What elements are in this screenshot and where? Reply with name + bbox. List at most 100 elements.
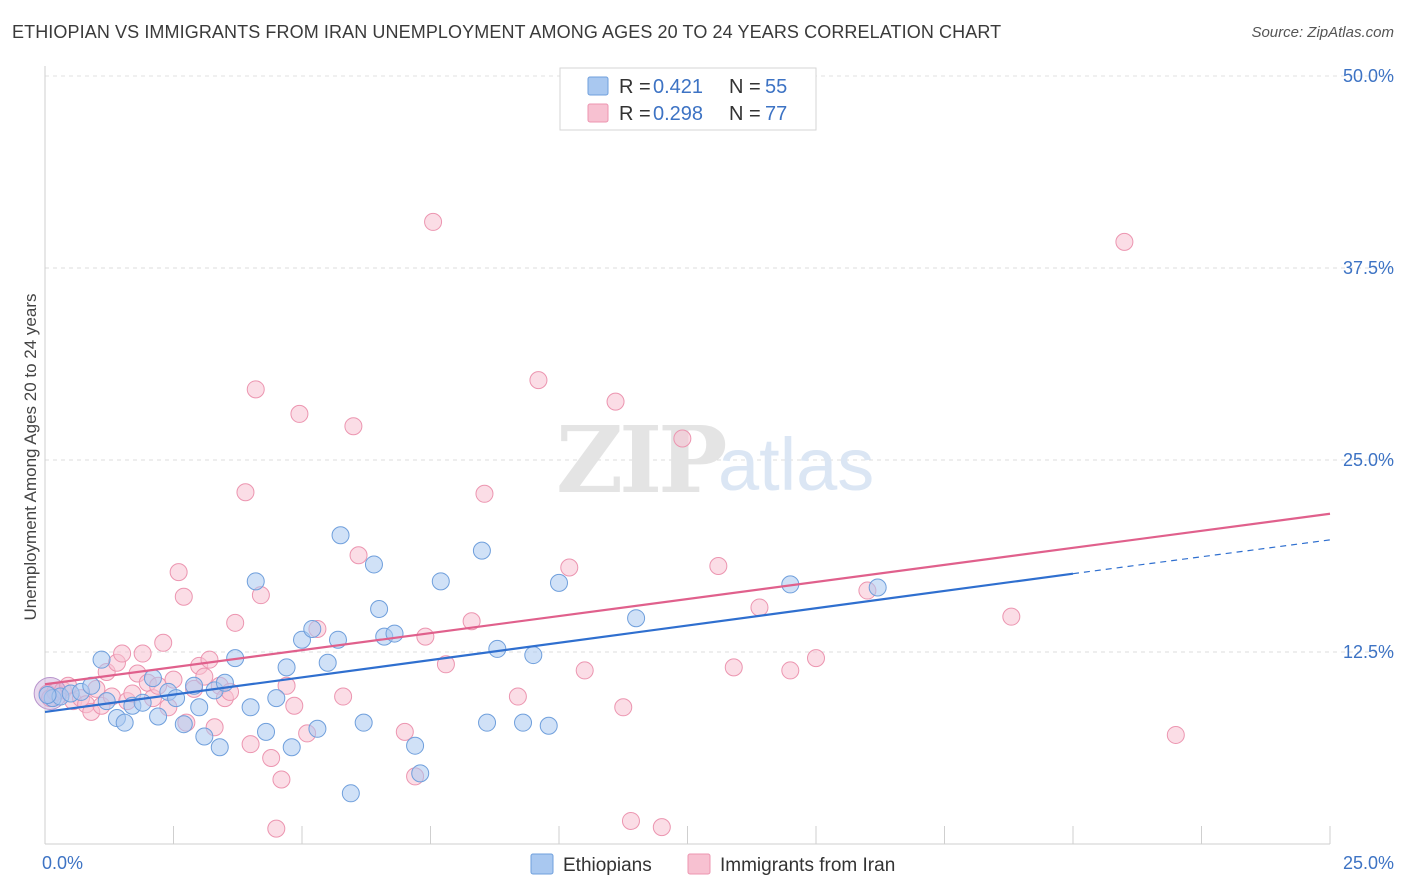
ethiopian-point <box>331 526 350 545</box>
ethiopian-point <box>38 686 57 705</box>
bottom-legend: Ethiopians Immigrants from Iran <box>530 853 895 876</box>
ethiopian-point <box>210 738 229 757</box>
ethiopian-point <box>431 572 450 591</box>
ethiopian-point <box>246 572 265 591</box>
ethiopian-point <box>406 736 425 755</box>
iran-point <box>226 613 245 632</box>
legend-swatch-pink <box>587 103 609 123</box>
ethiopian-point <box>133 693 152 712</box>
ethiopian-point <box>257 722 276 741</box>
ethiopian-points <box>38 526 887 803</box>
y-tick-label: 50.0% <box>1343 66 1394 86</box>
iran-point <box>606 392 625 411</box>
iran-point <box>781 661 800 680</box>
bottom-legend-swatch-pink <box>687 853 711 875</box>
x-tick-label-max: 25.0% <box>1343 853 1394 873</box>
iran-point <box>560 558 579 577</box>
legend-r-label-2: R = <box>619 103 651 125</box>
iran-point <box>621 811 640 830</box>
ethiopian-point <box>318 653 337 672</box>
ethiopian-point <box>370 599 389 618</box>
iran-point <box>272 770 291 789</box>
legend-swatch-blue <box>587 76 609 96</box>
ethiopian-point <box>514 713 533 732</box>
ethiopian-point <box>411 764 430 783</box>
iran-point <box>290 404 309 423</box>
trend-lines <box>44 512 1331 713</box>
iran-point <box>1002 607 1021 626</box>
iran-point <box>750 598 769 617</box>
iran-point <box>262 748 281 767</box>
iran-point <box>133 644 152 663</box>
ethiopian-point <box>868 578 887 597</box>
chart-title: ETHIOPIAN VS IMMIGRANTS FROM IRAN UNEMPL… <box>12 22 1002 42</box>
iran-point <box>200 650 219 669</box>
legend-n-value-2: 77 <box>765 103 787 125</box>
x-tick-label-min: 0.0% <box>42 853 83 873</box>
watermark: ZIP atlas <box>556 406 874 514</box>
ethiopian-point <box>92 650 111 669</box>
iran-point <box>673 429 692 448</box>
iran-point <box>174 587 193 606</box>
iran-point <box>508 687 527 706</box>
ethiopian-point <box>303 619 322 638</box>
ethiopian-point <box>241 698 260 717</box>
legend-r-value-1: 0.421 <box>653 76 703 98</box>
legend-r-label-1: R = <box>619 76 651 98</box>
ethiopian-point <box>364 555 383 574</box>
iran-point <box>807 649 825 668</box>
ethiopian-point <box>472 541 491 560</box>
iran-point <box>277 676 296 695</box>
iran-point <box>462 612 481 631</box>
iran-point <box>424 212 443 231</box>
iran-point <box>169 563 188 582</box>
iran-point <box>575 661 594 680</box>
ethiopian-point <box>190 698 209 717</box>
y-tick-label: 37.5% <box>1343 258 1394 278</box>
ethiopian-point <box>115 713 134 732</box>
iran-point <box>709 556 728 575</box>
ethiopian-point <box>149 707 168 726</box>
ethiopian-point <box>488 639 507 658</box>
iran-point <box>436 655 455 674</box>
iran-point <box>154 633 173 652</box>
legend-n-value-1: 55 <box>765 76 787 98</box>
iran-point <box>246 380 265 399</box>
watermark-atlas: atlas <box>718 423 874 506</box>
y-tick-label: 25.0% <box>1343 450 1394 470</box>
iran-point <box>334 687 353 706</box>
ethiopian-point <box>341 784 360 803</box>
ethiopian-point <box>277 658 296 677</box>
ethiopian-point <box>167 689 186 708</box>
y-axis-label: Unemployment Among Ages 20 to 24 years <box>21 294 40 621</box>
iran-point <box>1115 232 1134 251</box>
source-credit: Source: ZipAtlas.com <box>1251 24 1394 41</box>
iran-point <box>113 644 132 663</box>
iran-point <box>614 698 633 717</box>
watermark-zip: ZIP <box>556 406 725 514</box>
iran-point <box>236 483 255 502</box>
axes <box>44 66 1331 845</box>
iran-point <box>241 735 260 754</box>
ethiopian-point <box>539 716 558 735</box>
iran-point <box>267 819 286 838</box>
bottom-legend-swatch-blue <box>530 853 554 875</box>
ethiopian-trend-extension <box>1072 539 1331 575</box>
ethiopian-point <box>354 713 373 732</box>
ethiopian-point <box>195 727 214 746</box>
iran-point <box>529 371 548 390</box>
ethiopian-point <box>550 573 568 592</box>
ethiopian-point <box>524 646 543 665</box>
legend: R = 0.421 N = 55 R = 0.298 N = 77 <box>559 67 817 131</box>
iran-point <box>285 696 304 715</box>
legend-n-label-1: N = <box>729 76 761 98</box>
ethiopian-point <box>174 715 193 734</box>
iran-point <box>395 722 414 741</box>
bottom-legend-label-iran: Immigrants from Iran <box>720 855 895 876</box>
y-tick-labels: 12.5% 25.0% 37.5% 50.0% <box>1343 66 1394 662</box>
iran-point <box>416 627 435 646</box>
ethiopian-point <box>282 738 301 757</box>
ethiopian-point <box>143 669 162 688</box>
ethiopian-point <box>627 609 646 628</box>
